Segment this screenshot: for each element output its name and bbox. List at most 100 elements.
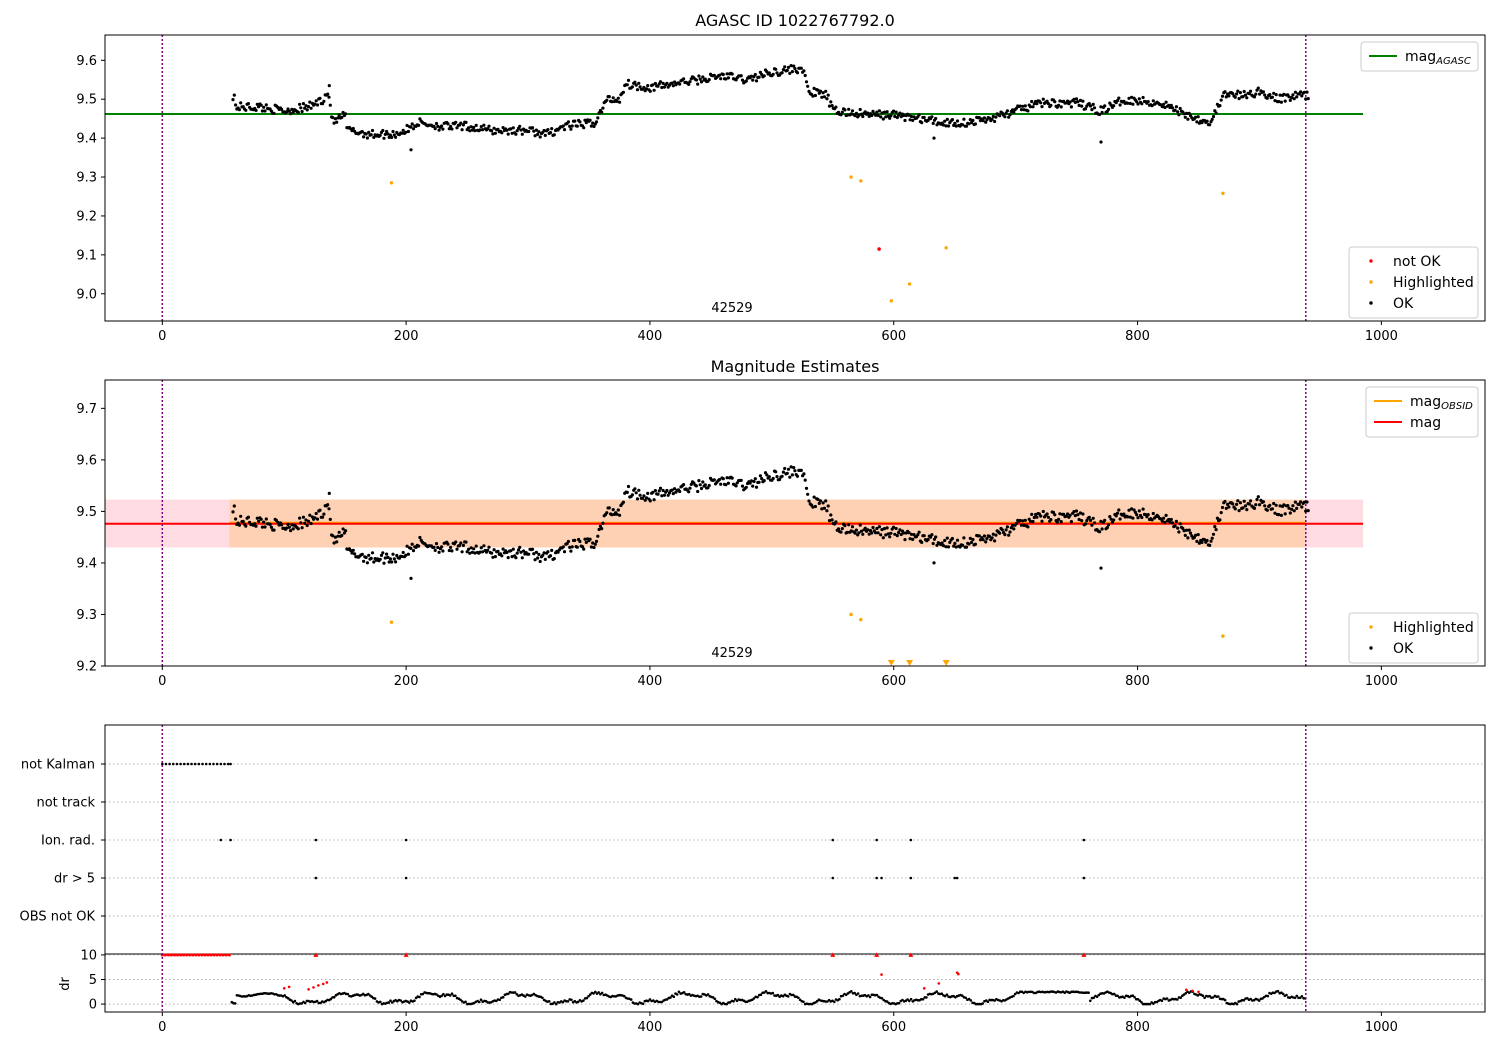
magnitude-ok-point bbox=[643, 498, 647, 502]
magnitude-ok-point bbox=[367, 553, 371, 557]
flags-axes-frame bbox=[104, 724, 1486, 1013]
dr-clipped-marker bbox=[874, 952, 880, 957]
agasc-ok-point bbox=[340, 115, 344, 119]
magnitude-ok-point bbox=[1136, 516, 1140, 520]
agasc-ok-point bbox=[446, 122, 450, 126]
magnitude-ok-point bbox=[1163, 520, 1167, 525]
agasc-ok-point bbox=[255, 102, 259, 106]
agasc-ok-point bbox=[263, 109, 267, 113]
dr-point bbox=[672, 995, 676, 998]
agasc-ok-point bbox=[486, 127, 490, 131]
agasc-ok-point bbox=[1057, 103, 1061, 107]
dr-ytick-label: 0 bbox=[89, 998, 97, 1013]
agasc-ok-point bbox=[466, 126, 471, 130]
magnitude-ok-point bbox=[465, 550, 469, 554]
magnitude-highlighted-point bbox=[849, 612, 853, 617]
flags-row-point bbox=[160, 762, 164, 766]
magnitude-ok-point bbox=[460, 550, 464, 554]
agasc-ok-point bbox=[1083, 107, 1088, 111]
agasc-ok-point bbox=[534, 128, 539, 132]
agasc-ok-point bbox=[1174, 105, 1178, 109]
agasc-ok-point bbox=[701, 75, 705, 79]
magnitude-ok-point bbox=[917, 530, 921, 534]
magnitude-ok-point bbox=[792, 466, 796, 470]
dr-point bbox=[682, 991, 686, 994]
magnitude-ok-point bbox=[1182, 529, 1186, 533]
agasc-ok-point bbox=[616, 96, 620, 100]
magnitude-ok-point bbox=[417, 544, 421, 548]
agasc-ok-point bbox=[569, 127, 573, 131]
agasc-ok-point bbox=[1068, 100, 1072, 104]
agasc-ok-point bbox=[1077, 103, 1081, 107]
agasc-ok-point bbox=[908, 118, 912, 122]
magnitude-ok-point bbox=[241, 519, 245, 524]
magnitude-offscale-marker bbox=[942, 660, 950, 666]
agasc-ok-point bbox=[490, 129, 494, 133]
dr-flagged-point bbox=[1197, 990, 1200, 994]
magnitude-ok-point bbox=[269, 525, 273, 529]
magnitude-ok-point bbox=[698, 483, 702, 487]
dr-point bbox=[880, 997, 884, 1000]
agasc-ok-point bbox=[984, 120, 988, 124]
magnitude-ok-point bbox=[1109, 517, 1113, 521]
magnitude-ok-point bbox=[486, 548, 490, 552]
agasc-ok-point bbox=[232, 93, 236, 97]
agasc-ok-point bbox=[1041, 97, 1045, 101]
agasc-ok-point bbox=[882, 110, 887, 114]
agasc-ok-point bbox=[1291, 93, 1295, 97]
agasc-ok-point bbox=[405, 123, 409, 128]
agasc-ok-point bbox=[501, 126, 505, 130]
agasc-ok-point bbox=[470, 128, 474, 132]
agasc-ok-point bbox=[804, 80, 809, 84]
magnitude-ok-point bbox=[725, 476, 729, 480]
agasc-ok-point bbox=[337, 113, 341, 117]
agasc-ok-point bbox=[244, 108, 248, 112]
agasc-ok-point bbox=[518, 124, 522, 128]
dr-point bbox=[450, 992, 454, 995]
magnitude-ok-point bbox=[1196, 533, 1200, 537]
dr-point bbox=[1242, 998, 1246, 1002]
agasc-ok-point bbox=[618, 100, 622, 104]
agasc-ok-point bbox=[1272, 91, 1276, 95]
agasc-ok-point bbox=[898, 111, 902, 115]
magnitude-ok-point bbox=[1208, 543, 1212, 548]
magnitude-ok-point bbox=[1032, 515, 1036, 520]
magnitude-xtick-label: 600 bbox=[881, 674, 906, 689]
agasc-ok-point bbox=[1242, 89, 1246, 94]
agasc-ok-point bbox=[362, 135, 366, 139]
magnitude-ok-point bbox=[907, 531, 911, 535]
agasc-ok-point bbox=[991, 114, 995, 118]
agasc-ok-point bbox=[1274, 93, 1278, 97]
magnitude-ok-point bbox=[985, 537, 989, 541]
magnitude-ok-point bbox=[696, 489, 700, 494]
agasc-ok-point bbox=[1235, 92, 1239, 96]
magnitude-ok-point bbox=[353, 552, 357, 556]
magnitude-ok-point bbox=[1304, 509, 1308, 513]
dr-point bbox=[833, 1000, 836, 1004]
flags-row-point bbox=[215, 762, 219, 766]
agasc-ok-point bbox=[656, 84, 660, 88]
dr-point bbox=[464, 1000, 467, 1004]
magnitude-ok-point bbox=[1112, 518, 1116, 522]
magnitude-ok-point bbox=[886, 532, 891, 536]
agasc-ok-point bbox=[671, 84, 675, 88]
magnitude-ok-point bbox=[922, 534, 926, 538]
agasc-ok-point bbox=[726, 76, 731, 80]
magnitude-ok-point bbox=[300, 526, 304, 530]
agasc-ok-point bbox=[911, 118, 915, 122]
magnitude-ok-point bbox=[740, 484, 745, 488]
magnitude-ok-point bbox=[1106, 523, 1111, 527]
agasc-ok-point bbox=[1169, 103, 1173, 107]
magnitude-ok-point bbox=[879, 533, 883, 537]
dr-clipped-marker bbox=[1081, 952, 1087, 957]
magnitude-ok-point bbox=[1003, 533, 1007, 537]
magnitude-status-legend-label: OK bbox=[1393, 641, 1414, 657]
agasc-ok-point bbox=[861, 114, 865, 119]
dr-point bbox=[507, 992, 510, 996]
dr-point bbox=[786, 995, 790, 998]
magnitude-ok-point bbox=[322, 512, 326, 516]
agasc-ok-point bbox=[234, 103, 238, 107]
agasc-status-legend-box bbox=[1348, 246, 1479, 319]
agasc-xtick-label: 600 bbox=[881, 329, 906, 344]
magnitude-ok-point bbox=[313, 516, 317, 520]
